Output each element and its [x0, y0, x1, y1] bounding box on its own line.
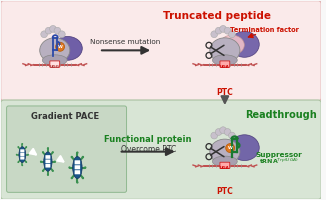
- Circle shape: [18, 146, 19, 148]
- Text: Truncated peptide: Truncated peptide: [163, 11, 271, 21]
- Circle shape: [25, 161, 27, 163]
- Text: Overcome PTC: Overcome PTC: [121, 145, 176, 154]
- Circle shape: [42, 151, 44, 153]
- FancyBboxPatch shape: [1, 100, 321, 199]
- Circle shape: [84, 166, 86, 169]
- Circle shape: [211, 132, 217, 139]
- Ellipse shape: [44, 152, 52, 171]
- Text: tRNA$^{Trp(UGA)}$: tRNA$^{Trp(UGA)}$: [259, 157, 299, 166]
- Circle shape: [50, 26, 56, 32]
- Circle shape: [25, 146, 27, 148]
- Ellipse shape: [213, 55, 237, 66]
- Text: Suppressor: Suppressor: [256, 152, 302, 158]
- Ellipse shape: [230, 135, 259, 161]
- Circle shape: [22, 164, 23, 166]
- FancyBboxPatch shape: [7, 106, 126, 192]
- Circle shape: [82, 177, 84, 179]
- FancyBboxPatch shape: [45, 164, 50, 168]
- Ellipse shape: [210, 38, 240, 63]
- Text: PTC: PTC: [216, 187, 233, 196]
- Circle shape: [52, 151, 54, 153]
- Circle shape: [47, 174, 49, 176]
- Circle shape: [71, 156, 73, 158]
- Text: W: W: [228, 146, 233, 150]
- FancyBboxPatch shape: [20, 156, 24, 160]
- FancyBboxPatch shape: [220, 162, 230, 169]
- Ellipse shape: [73, 157, 82, 178]
- Circle shape: [68, 166, 71, 169]
- Ellipse shape: [219, 35, 244, 55]
- Text: W: W: [58, 45, 63, 49]
- FancyBboxPatch shape: [20, 149, 24, 152]
- Circle shape: [71, 177, 73, 179]
- Ellipse shape: [19, 147, 26, 162]
- Circle shape: [82, 156, 84, 158]
- Circle shape: [220, 127, 227, 134]
- FancyBboxPatch shape: [45, 160, 50, 163]
- Circle shape: [229, 132, 235, 139]
- Ellipse shape: [213, 156, 237, 167]
- Circle shape: [76, 151, 79, 154]
- FancyBboxPatch shape: [20, 153, 24, 156]
- Circle shape: [220, 26, 227, 32]
- Circle shape: [229, 31, 235, 38]
- FancyBboxPatch shape: [75, 170, 80, 174]
- Ellipse shape: [42, 55, 67, 66]
- Text: Functional protein: Functional protein: [104, 135, 192, 144]
- FancyBboxPatch shape: [50, 61, 60, 67]
- Circle shape: [18, 161, 19, 163]
- Text: UGA: UGA: [220, 166, 230, 170]
- Circle shape: [40, 161, 42, 163]
- Circle shape: [52, 170, 54, 172]
- FancyBboxPatch shape: [45, 155, 50, 159]
- Text: UGA: UGA: [220, 65, 230, 69]
- FancyBboxPatch shape: [1, 1, 321, 101]
- Circle shape: [224, 27, 231, 34]
- Circle shape: [58, 31, 65, 38]
- Circle shape: [45, 27, 52, 34]
- Circle shape: [54, 27, 61, 34]
- Ellipse shape: [40, 38, 70, 63]
- Circle shape: [215, 129, 222, 135]
- Circle shape: [22, 143, 23, 145]
- Circle shape: [226, 144, 235, 153]
- Circle shape: [27, 154, 29, 155]
- Text: Nonsense mutation: Nonsense mutation: [90, 39, 161, 45]
- Text: PTC: PTC: [216, 88, 233, 97]
- Circle shape: [224, 129, 231, 135]
- Circle shape: [47, 147, 49, 150]
- Circle shape: [42, 170, 44, 172]
- Text: Readthrough: Readthrough: [245, 110, 317, 120]
- FancyBboxPatch shape: [75, 160, 80, 164]
- Circle shape: [211, 31, 217, 38]
- Circle shape: [215, 27, 222, 34]
- Text: Gradient PACE: Gradient PACE: [31, 112, 99, 121]
- Text: UGG: UGG: [50, 65, 60, 69]
- Ellipse shape: [53, 36, 82, 60]
- Text: Termination factor: Termination factor: [230, 27, 299, 33]
- Ellipse shape: [210, 139, 240, 164]
- Circle shape: [56, 42, 65, 51]
- Circle shape: [76, 181, 79, 184]
- Circle shape: [54, 161, 56, 163]
- Ellipse shape: [230, 31, 259, 57]
- FancyBboxPatch shape: [75, 165, 80, 169]
- Circle shape: [41, 31, 48, 38]
- Circle shape: [16, 154, 18, 155]
- FancyBboxPatch shape: [220, 61, 230, 67]
